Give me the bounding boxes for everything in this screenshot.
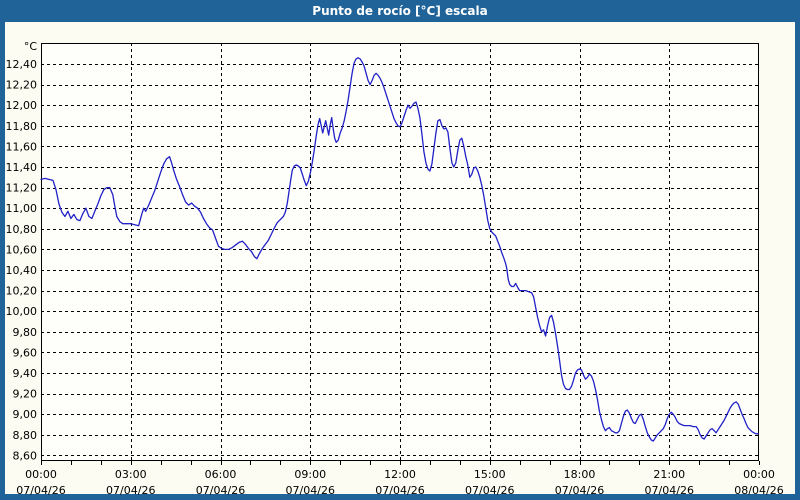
y-axis-unit-label: °C [24,40,38,53]
y-tick-label: 10,80 [6,223,38,236]
y-tick-label: 11,60 [6,140,38,153]
x-tick-date-label: 07/04/26 [555,484,604,497]
y-tick-label: 11,80 [6,120,38,133]
y-tick-label: 12,00 [6,99,38,112]
x-tick-time-label: 00:00 [743,468,775,481]
y-tick-label: 10,00 [6,305,38,318]
dewpoint-series-line [40,57,759,442]
x-tick-time-label: 21:00 [653,468,685,481]
x-tick-date-label: 08/04/26 [734,484,783,497]
y-tick-label: 11,00 [6,202,38,215]
x-tick-date-label: 07/04/26 [645,484,694,497]
frame-border-left [0,22,5,500]
x-tick-date-label: 07/04/26 [375,484,424,497]
x-tick-date-label: 07/04/26 [16,484,65,497]
frame-border-bottom [0,494,800,500]
y-tick-label: 10,60 [6,243,38,256]
y-tick-label: 8,80 [13,429,38,442]
chart-title-bar: Punto de rocío [°C] escala [0,0,800,22]
y-tick-label: 9,00 [13,408,38,421]
x-tick-date-label: 07/04/26 [465,484,514,497]
y-tick-label: 12,20 [6,79,38,92]
y-tick-label: 11,40 [6,161,38,174]
axis-box [41,43,759,461]
x-tick-time-label: 00:00 [25,468,57,481]
y-tick-label: 9,20 [13,388,38,401]
x-tick-date-label: 07/04/26 [286,484,335,497]
y-tick-label: 10,40 [6,264,38,277]
x-tick-time-label: 06:00 [205,468,237,481]
y-tick-label: 10,20 [6,285,38,298]
frame-border-right [795,22,800,500]
x-tick-time-label: 09:00 [294,468,326,481]
x-tick-time-label: 18:00 [564,468,596,481]
x-tick-date-label: 07/04/26 [106,484,155,497]
y-tick-label: 9,80 [13,326,38,339]
y-tick-label: 11,20 [6,182,38,195]
x-tick-time-label: 03:00 [115,468,147,481]
x-tick-time-label: 15:00 [474,468,506,481]
y-tick-label: 8,60 [13,449,38,462]
y-tick-label: 9,40 [13,367,38,380]
chart-title: Punto de rocío [°C] escala [312,4,488,18]
x-tick-date-label: 07/04/26 [196,484,245,497]
y-tick-label: 9,60 [13,346,38,359]
y-tick-label: 12,40 [6,58,38,71]
x-tick-time-label: 12:00 [384,468,416,481]
